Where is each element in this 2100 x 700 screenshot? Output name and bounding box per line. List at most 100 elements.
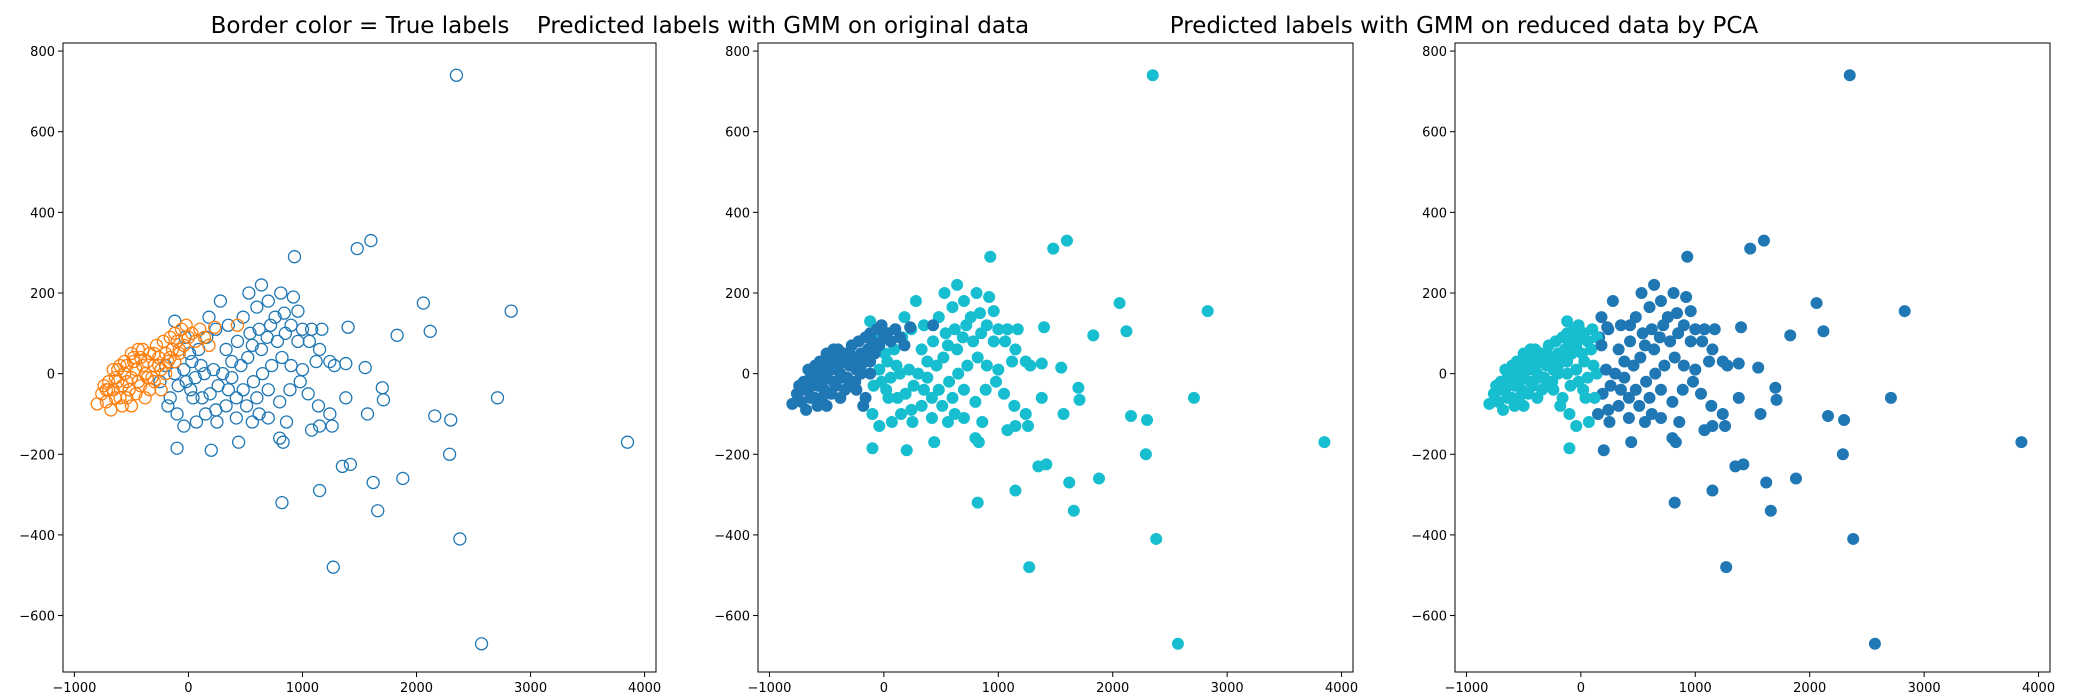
data-point xyxy=(1492,383,1505,396)
data-point xyxy=(1822,409,1835,422)
data-point xyxy=(1658,359,1671,372)
data-point xyxy=(186,391,200,405)
data-point xyxy=(111,375,125,389)
data-point xyxy=(1670,307,1683,320)
data-point xyxy=(900,444,913,457)
data-point xyxy=(1625,436,1638,449)
data-point xyxy=(343,457,358,471)
data-point xyxy=(255,366,270,381)
data-point xyxy=(999,335,1012,348)
data-point xyxy=(873,363,886,376)
data-point xyxy=(925,391,938,404)
data-point xyxy=(261,294,275,308)
data-point xyxy=(967,335,980,348)
data-point xyxy=(1703,355,1716,368)
data-point xyxy=(189,415,204,429)
data-point xyxy=(325,419,339,433)
data-point xyxy=(984,250,997,263)
x-tick-label: 2000 xyxy=(1793,681,1826,696)
data-point xyxy=(188,371,202,385)
data-point xyxy=(254,278,269,292)
data-point xyxy=(1113,297,1126,310)
data-point xyxy=(1533,371,1546,384)
data-point xyxy=(816,375,829,388)
data-point xyxy=(423,324,437,338)
data-point xyxy=(1653,331,1666,344)
data-point xyxy=(969,432,982,445)
data-point xyxy=(943,375,956,388)
data-point xyxy=(1047,242,1060,255)
data-point xyxy=(1638,416,1651,429)
data-point xyxy=(140,371,155,385)
data-point xyxy=(219,342,233,357)
data-point xyxy=(204,443,218,457)
data-point xyxy=(301,387,315,401)
data-point xyxy=(1019,407,1032,420)
data-point xyxy=(1654,411,1667,424)
y-tick-label: −200 xyxy=(1411,448,1447,463)
data-point xyxy=(1612,343,1625,356)
data-point xyxy=(1847,532,1860,545)
data-point xyxy=(1705,399,1718,412)
data-point xyxy=(221,318,236,332)
data-point xyxy=(184,383,198,397)
data-point xyxy=(158,366,173,381)
x-tick-label: 0 xyxy=(1577,681,1585,696)
data-point xyxy=(1706,343,1719,356)
data-point xyxy=(268,310,282,324)
data-point xyxy=(1024,359,1037,372)
data-point xyxy=(364,233,378,248)
data-point xyxy=(99,383,113,397)
data-point xyxy=(1032,460,1045,473)
data-point xyxy=(295,322,310,336)
data-point xyxy=(261,383,275,397)
data-point xyxy=(1698,323,1711,336)
data-point xyxy=(263,318,278,332)
data-point xyxy=(1645,407,1658,420)
data-point xyxy=(117,354,132,369)
data-point xyxy=(246,375,261,389)
data-point xyxy=(1604,379,1617,392)
data-point xyxy=(95,387,109,401)
y-tick-label: −600 xyxy=(19,610,55,625)
data-point xyxy=(284,318,298,332)
data-point xyxy=(836,371,849,384)
y-tick-label: 0 xyxy=(742,368,750,383)
data-point xyxy=(970,286,983,299)
data-point xyxy=(1038,321,1051,334)
data-point xyxy=(277,306,291,320)
data-point xyxy=(278,326,293,340)
data-point xyxy=(795,383,808,396)
data-point xyxy=(1529,359,1542,372)
data-point xyxy=(1125,409,1138,422)
x-tick-label: −1000 xyxy=(52,681,96,696)
data-point xyxy=(1612,399,1625,412)
data-point xyxy=(930,359,943,372)
data-point xyxy=(210,415,224,429)
data-point xyxy=(971,496,984,509)
data-point xyxy=(1602,403,1615,416)
data-point xyxy=(449,68,464,82)
data-point xyxy=(131,342,145,357)
data-point xyxy=(898,339,911,352)
data-point xyxy=(327,358,342,373)
data-point xyxy=(291,304,305,318)
chart-title: Predicted labels with GMM on original da… xyxy=(537,13,1029,39)
data-point xyxy=(490,391,505,405)
data-point xyxy=(946,391,959,404)
data-point xyxy=(1565,343,1578,356)
data-point xyxy=(1501,391,1514,404)
data-point xyxy=(1622,391,1635,404)
data-point xyxy=(905,403,918,416)
data-point xyxy=(620,435,635,449)
data-point xyxy=(254,342,269,357)
data-point xyxy=(946,301,959,314)
data-point xyxy=(1666,395,1679,408)
y-tick-label: 200 xyxy=(1422,287,1447,302)
data-point xyxy=(898,311,911,324)
data-point xyxy=(1603,416,1616,429)
data-point xyxy=(504,304,518,318)
data-point xyxy=(1636,327,1649,340)
data-point xyxy=(1023,561,1036,574)
data-point xyxy=(188,334,202,349)
